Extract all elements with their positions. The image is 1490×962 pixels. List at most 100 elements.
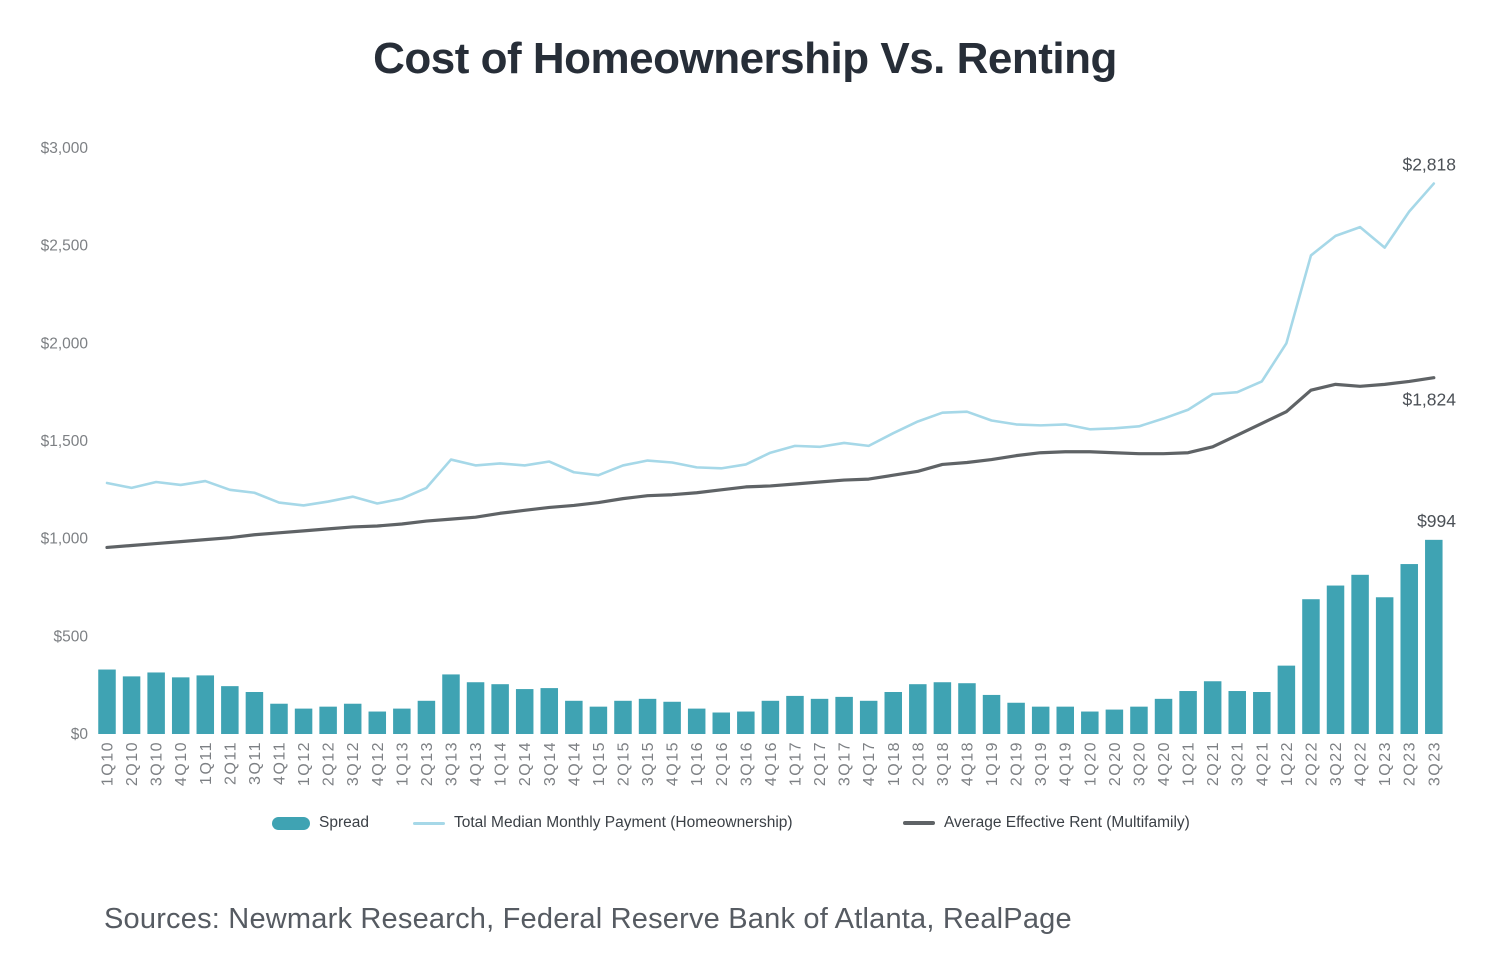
- x-tick-label: 4Q11: [271, 741, 288, 785]
- x-tick-label: 2Q15: [615, 741, 632, 786]
- x-tick-label: 3Q11: [247, 741, 264, 785]
- spread-bar: [270, 703, 288, 734]
- x-tick-label: 1Q16: [689, 741, 706, 786]
- spread-bar: [1400, 564, 1418, 734]
- spread-bar: [859, 700, 878, 734]
- spread-bar: [1425, 539, 1443, 734]
- spread-bar: [491, 684, 509, 734]
- x-tick-label: 3Q13: [443, 741, 460, 786]
- spread-bar: [614, 700, 632, 734]
- spread-bar: [786, 695, 804, 734]
- x-tick-label: 1Q13: [394, 741, 411, 786]
- x-tick-label: 4Q12: [370, 741, 387, 786]
- x-tick-label: 3Q12: [345, 741, 362, 786]
- spread-bar: [589, 706, 608, 734]
- spread-bar: [1056, 706, 1074, 734]
- spread-bar: [1228, 691, 1246, 734]
- spread-bar: [294, 708, 313, 734]
- x-tick-label: 4Q20: [1156, 741, 1173, 786]
- spread-bar: [1179, 691, 1197, 734]
- x-tick-label: 4Q22: [1353, 741, 1370, 786]
- spread-bar: [687, 708, 706, 734]
- rent-line-swatch-icon: [903, 821, 935, 825]
- x-tick-label: 4Q14: [566, 741, 583, 786]
- y-tick-label: $2,000: [41, 335, 89, 352]
- x-tick-label: 2Q16: [714, 741, 731, 786]
- y-tick-label: $500: [54, 628, 89, 645]
- spread-bar: [196, 675, 215, 734]
- spread-bar: [442, 674, 460, 734]
- y-tick-label: $1,500: [41, 433, 89, 450]
- x-tick-label: 3Q21: [1230, 741, 1247, 786]
- spread-bar: [712, 712, 731, 734]
- data-label: $2,818: [1402, 155, 1456, 175]
- x-tick-label: 3Q19: [1033, 741, 1050, 786]
- x-tick-label: 3Q16: [738, 741, 755, 786]
- y-tick-label: $3,000: [41, 140, 89, 157]
- spread-bar: [1154, 698, 1173, 734]
- spread-bar: [417, 700, 436, 734]
- x-tick-label: 4Q17: [861, 741, 878, 786]
- spread-bar: [565, 700, 583, 734]
- spread-bar: [540, 688, 559, 734]
- spread-bar: [958, 683, 976, 734]
- x-tick-label: 4Q19: [1058, 741, 1075, 786]
- x-tick-label: 2Q12: [321, 741, 338, 786]
- spread-bar: [737, 711, 755, 734]
- spread-bar: [638, 698, 657, 734]
- x-tick-label: 2Q10: [124, 741, 141, 786]
- spread-bar: [343, 703, 362, 734]
- spread-bar: [1326, 585, 1345, 734]
- x-tick-label: 1Q17: [787, 741, 804, 786]
- x-tick-label: 4Q16: [763, 741, 780, 786]
- spread-bar: [810, 698, 829, 734]
- chart-legend: Spread Total Median Monthly Payment (Hom…: [0, 810, 1490, 836]
- spread-bar: [171, 677, 190, 734]
- spread-bar: [221, 686, 239, 734]
- spread-bar: [1351, 574, 1369, 734]
- x-tick-label: 3Q18: [935, 741, 952, 786]
- data-label: $994: [1417, 511, 1456, 531]
- spread-bar: [122, 676, 141, 734]
- x-tick-label: 3Q20: [1131, 741, 1148, 786]
- x-tick-label: 1Q12: [296, 741, 313, 786]
- x-tick-label: 1Q23: [1377, 741, 1394, 786]
- x-tick-label: 2Q23: [1402, 741, 1419, 786]
- page-title: Cost of Homeownership Vs. Renting: [373, 34, 1117, 83]
- spread-bar: [1007, 702, 1025, 734]
- x-tick-label: 1Q11: [198, 741, 215, 785]
- x-tick-label: 1Q22: [1279, 741, 1296, 786]
- spread-bar: [98, 669, 116, 734]
- rent-line: [105, 376, 1436, 550]
- x-tick-label: 2Q19: [1009, 741, 1026, 786]
- x-tick-label: 3Q17: [837, 741, 854, 786]
- legend-label-payment: Total Median Monthly Payment (Homeowners…: [454, 814, 793, 831]
- legend-label-rent: Average Effective Rent (Multifamily): [944, 814, 1190, 831]
- x-tick-label: 3Q23: [1426, 741, 1443, 786]
- spread-bar: [1105, 709, 1124, 734]
- x-tick-label: 2Q18: [910, 741, 927, 786]
- spread-bar: [368, 711, 387, 734]
- x-tick-label: 1Q20: [1082, 741, 1099, 786]
- spread-bar: [1031, 706, 1050, 734]
- x-tick-label: 1Q15: [591, 741, 608, 786]
- y-tick-label: $2,500: [41, 238, 89, 255]
- legend-item-spread: Spread: [272, 810, 369, 836]
- legend-item-payment: Total Median Monthly Payment (Homeowners…: [413, 810, 793, 836]
- spread-bar: [1081, 711, 1099, 734]
- x-tick-label: 2Q13: [419, 741, 436, 786]
- spread-bar: [1302, 599, 1320, 734]
- spread-bar: [147, 672, 165, 734]
- legend-item-rent: Average Effective Rent (Multifamily): [903, 810, 1190, 836]
- data-label: $1,824: [1402, 390, 1456, 410]
- spread-bar: [933, 682, 952, 734]
- spread-bar: [761, 700, 780, 734]
- x-tick-label: 4Q18: [959, 741, 976, 786]
- x-tick-label: 2Q11: [222, 741, 239, 785]
- x-tick-label: 3Q14: [542, 741, 559, 786]
- payment-line-swatch-icon: [413, 821, 445, 825]
- x-tick-label: 1Q10: [100, 741, 117, 786]
- x-tick-label: 4Q10: [173, 741, 190, 786]
- spread-bar: [515, 689, 534, 734]
